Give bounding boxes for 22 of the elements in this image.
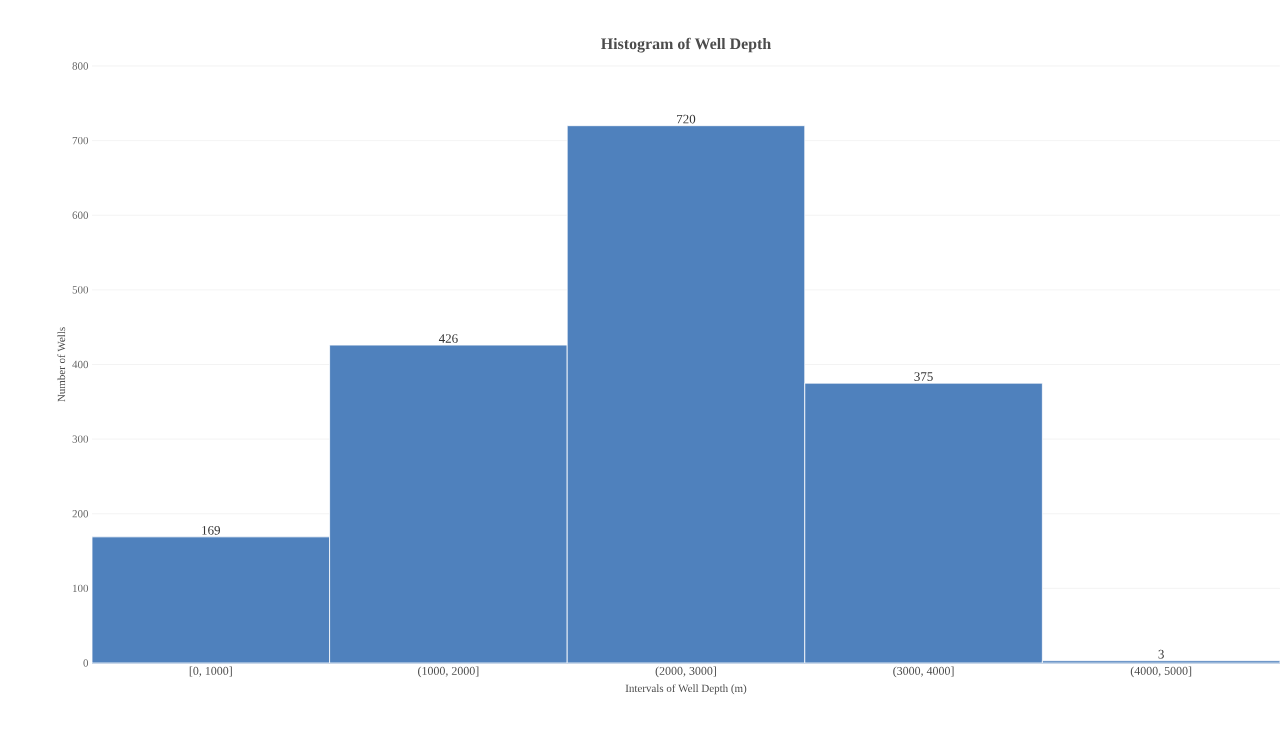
- y-tick-label: 0: [83, 659, 89, 667]
- data-label: 720: [677, 114, 696, 124]
- y-tick-label: 100: [73, 584, 89, 593]
- y-tick-label: 300: [72, 435, 89, 443]
- y-tick-label: 200: [72, 510, 89, 518]
- x-axis-title: Intervals of Well Depth (m): [625, 684, 747, 695]
- y-tick-label: 500: [72, 286, 89, 294]
- y-tick-label: 400: [72, 360, 89, 369]
- x-tick-label: (1000, 2000]: [418, 666, 479, 678]
- data-label: 3: [1158, 649, 1164, 659]
- y-tick-label: 600: [72, 211, 89, 219]
- x-tick-label: (3000, 4000]: [893, 666, 954, 678]
- x-tick-label: (4000, 5000]: [1130, 666, 1192, 678]
- y-axis-title: Number of Wells: [57, 327, 66, 402]
- data-label: 375: [914, 372, 933, 381]
- data-label: 426: [438, 334, 458, 343]
- x-tick-label: (2000, 3000]: [655, 666, 716, 678]
- y-tick-label: 800: [72, 62, 89, 70]
- chart-title: Histogram of Well Depth: [601, 37, 771, 53]
- data-label: 169: [202, 525, 220, 535]
- y-tick-label: 700: [72, 136, 89, 145]
- x-tick-label: [0, 1000]: [189, 666, 232, 677]
